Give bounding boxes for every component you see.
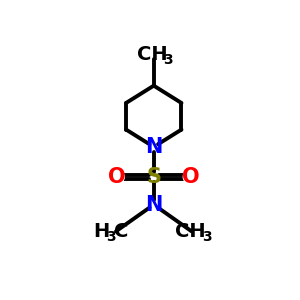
Text: 3: 3: [163, 52, 173, 67]
Text: H: H: [94, 222, 110, 241]
Text: CH: CH: [137, 45, 168, 64]
Text: C: C: [114, 222, 129, 241]
Text: CH: CH: [176, 222, 206, 241]
Text: O: O: [108, 167, 126, 187]
Text: 3: 3: [202, 230, 212, 244]
Text: N: N: [145, 137, 162, 157]
Circle shape: [183, 169, 198, 184]
Text: N: N: [145, 195, 162, 214]
Text: S: S: [146, 167, 161, 187]
Text: 3: 3: [106, 230, 116, 244]
Circle shape: [110, 169, 124, 184]
Text: O: O: [182, 167, 200, 187]
